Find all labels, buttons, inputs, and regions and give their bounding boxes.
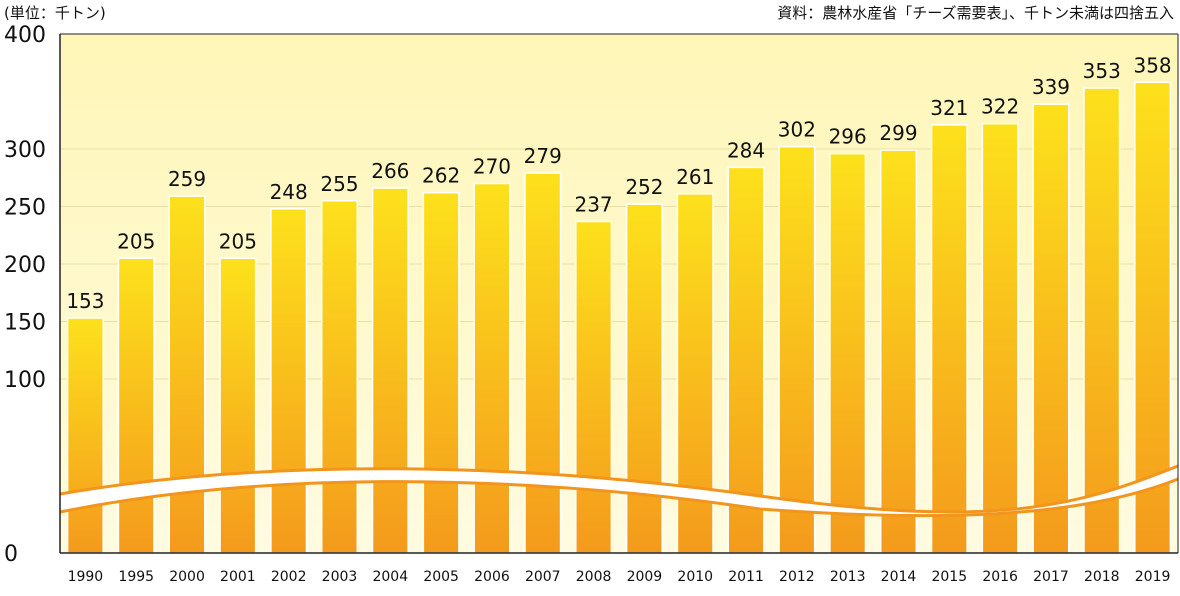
- x-tick-label: 2002: [271, 569, 307, 585]
- bar: [879, 149, 918, 554]
- bar-value-label: 252: [625, 175, 663, 199]
- bar-value-label: 237: [574, 192, 612, 216]
- bar-value-label: 205: [219, 229, 257, 253]
- source-note: 資料：農林水産省「チーズ需要表」、千トン未満は四捨五入: [777, 4, 1174, 22]
- y-tick-label: 0: [4, 542, 18, 567]
- x-tick-label: 1995: [118, 569, 154, 585]
- x-tick-label: 2001: [220, 569, 256, 585]
- bar-value-label: 255: [320, 172, 358, 196]
- bar-value-label: 266: [371, 159, 409, 183]
- bar: [575, 220, 613, 554]
- x-tick-label: 2006: [474, 569, 510, 585]
- bar-value-label: 270: [473, 155, 511, 179]
- x-axis-ticks: 1990 1995 2000 2001 2002 2003 2004 2005 2006 2007…: [68, 569, 1171, 585]
- x-tick-label: 2019: [1135, 569, 1171, 585]
- bar: [473, 182, 511, 554]
- x-tick-label: 2004: [372, 569, 408, 585]
- bar: [219, 257, 257, 554]
- bar: [320, 200, 359, 554]
- bars: [66, 81, 1172, 554]
- y-tick-label: 300: [4, 138, 46, 163]
- bar: [117, 257, 155, 554]
- bar: [829, 152, 867, 554]
- bar-value-label: 296: [829, 125, 867, 149]
- bar: [778, 145, 816, 554]
- y-tick-label: 100: [4, 368, 46, 393]
- bar-value-label: 262: [422, 164, 460, 188]
- x-tick-label: 2010: [677, 569, 713, 585]
- bar-value-label: 153: [66, 289, 104, 313]
- bar-value-label: 279: [524, 144, 562, 168]
- bar: [1032, 103, 1070, 554]
- bar-value-label: 353: [1083, 59, 1121, 83]
- x-tick-label: 2008: [576, 569, 612, 585]
- bar-value-label: 284: [727, 138, 765, 162]
- bar: [930, 124, 968, 554]
- x-tick-label: 2005: [423, 569, 459, 585]
- x-tick-label: 2013: [830, 569, 866, 585]
- bar: [524, 172, 562, 554]
- x-tick-label: 2016: [982, 569, 1018, 585]
- bar-value-label: 205: [117, 229, 155, 253]
- wave-edge-top: [59, 464, 1179, 514]
- x-tick-label: 2017: [1033, 569, 1069, 585]
- bar: [422, 191, 460, 554]
- y-tick-label: 200: [4, 253, 46, 278]
- x-tick-label: 2011: [728, 569, 764, 585]
- bar: [270, 208, 308, 554]
- bar-value-label: 358: [1133, 53, 1171, 77]
- x-tick-label: 2012: [779, 569, 815, 585]
- bar: [625, 203, 663, 554]
- wave-edge-bottom: [59, 477, 1179, 518]
- bar-value-label: 299: [879, 121, 917, 145]
- bar: [1083, 87, 1121, 554]
- x-tick-label: 2018: [1084, 569, 1120, 585]
- unit-label: (単位：千トン): [4, 4, 106, 22]
- x-tick-label: 1990: [68, 569, 104, 585]
- axes: [59, 33, 1179, 554]
- bar-value-label: 302: [778, 118, 816, 142]
- axis-break-wave: [59, 464, 1179, 518]
- y-axis-ticks: 0 100 150 200 250 300 400: [4, 23, 46, 567]
- value-labels: 153 205 259 205 248 255 266 262 270 279 237 252 261 2…: [66, 53, 1171, 313]
- bar-value-label: 248: [270, 180, 308, 204]
- bar: [168, 195, 206, 554]
- bar: [66, 317, 104, 554]
- bar-value-label: 259: [168, 167, 206, 191]
- y-tick-label: 400: [4, 23, 46, 48]
- x-tick-label: 2009: [627, 569, 663, 585]
- x-tick-label: 2003: [322, 569, 358, 585]
- bar: [727, 166, 765, 554]
- y-tick-label: 150: [4, 311, 46, 336]
- bar-value-label: 261: [676, 165, 714, 189]
- y-tick-label: 250: [4, 196, 46, 221]
- x-tick-label: 2014: [881, 569, 917, 585]
- x-tick-label: 2000: [169, 569, 205, 585]
- bar-value-label: 339: [1032, 75, 1070, 99]
- x-tick-label: 2007: [525, 569, 561, 585]
- bar-value-label: 322: [981, 95, 1019, 119]
- bar-value-label: 321: [930, 96, 968, 120]
- bar: [371, 187, 409, 554]
- x-tick-label: 2015: [931, 569, 967, 585]
- bar: [981, 122, 1019, 554]
